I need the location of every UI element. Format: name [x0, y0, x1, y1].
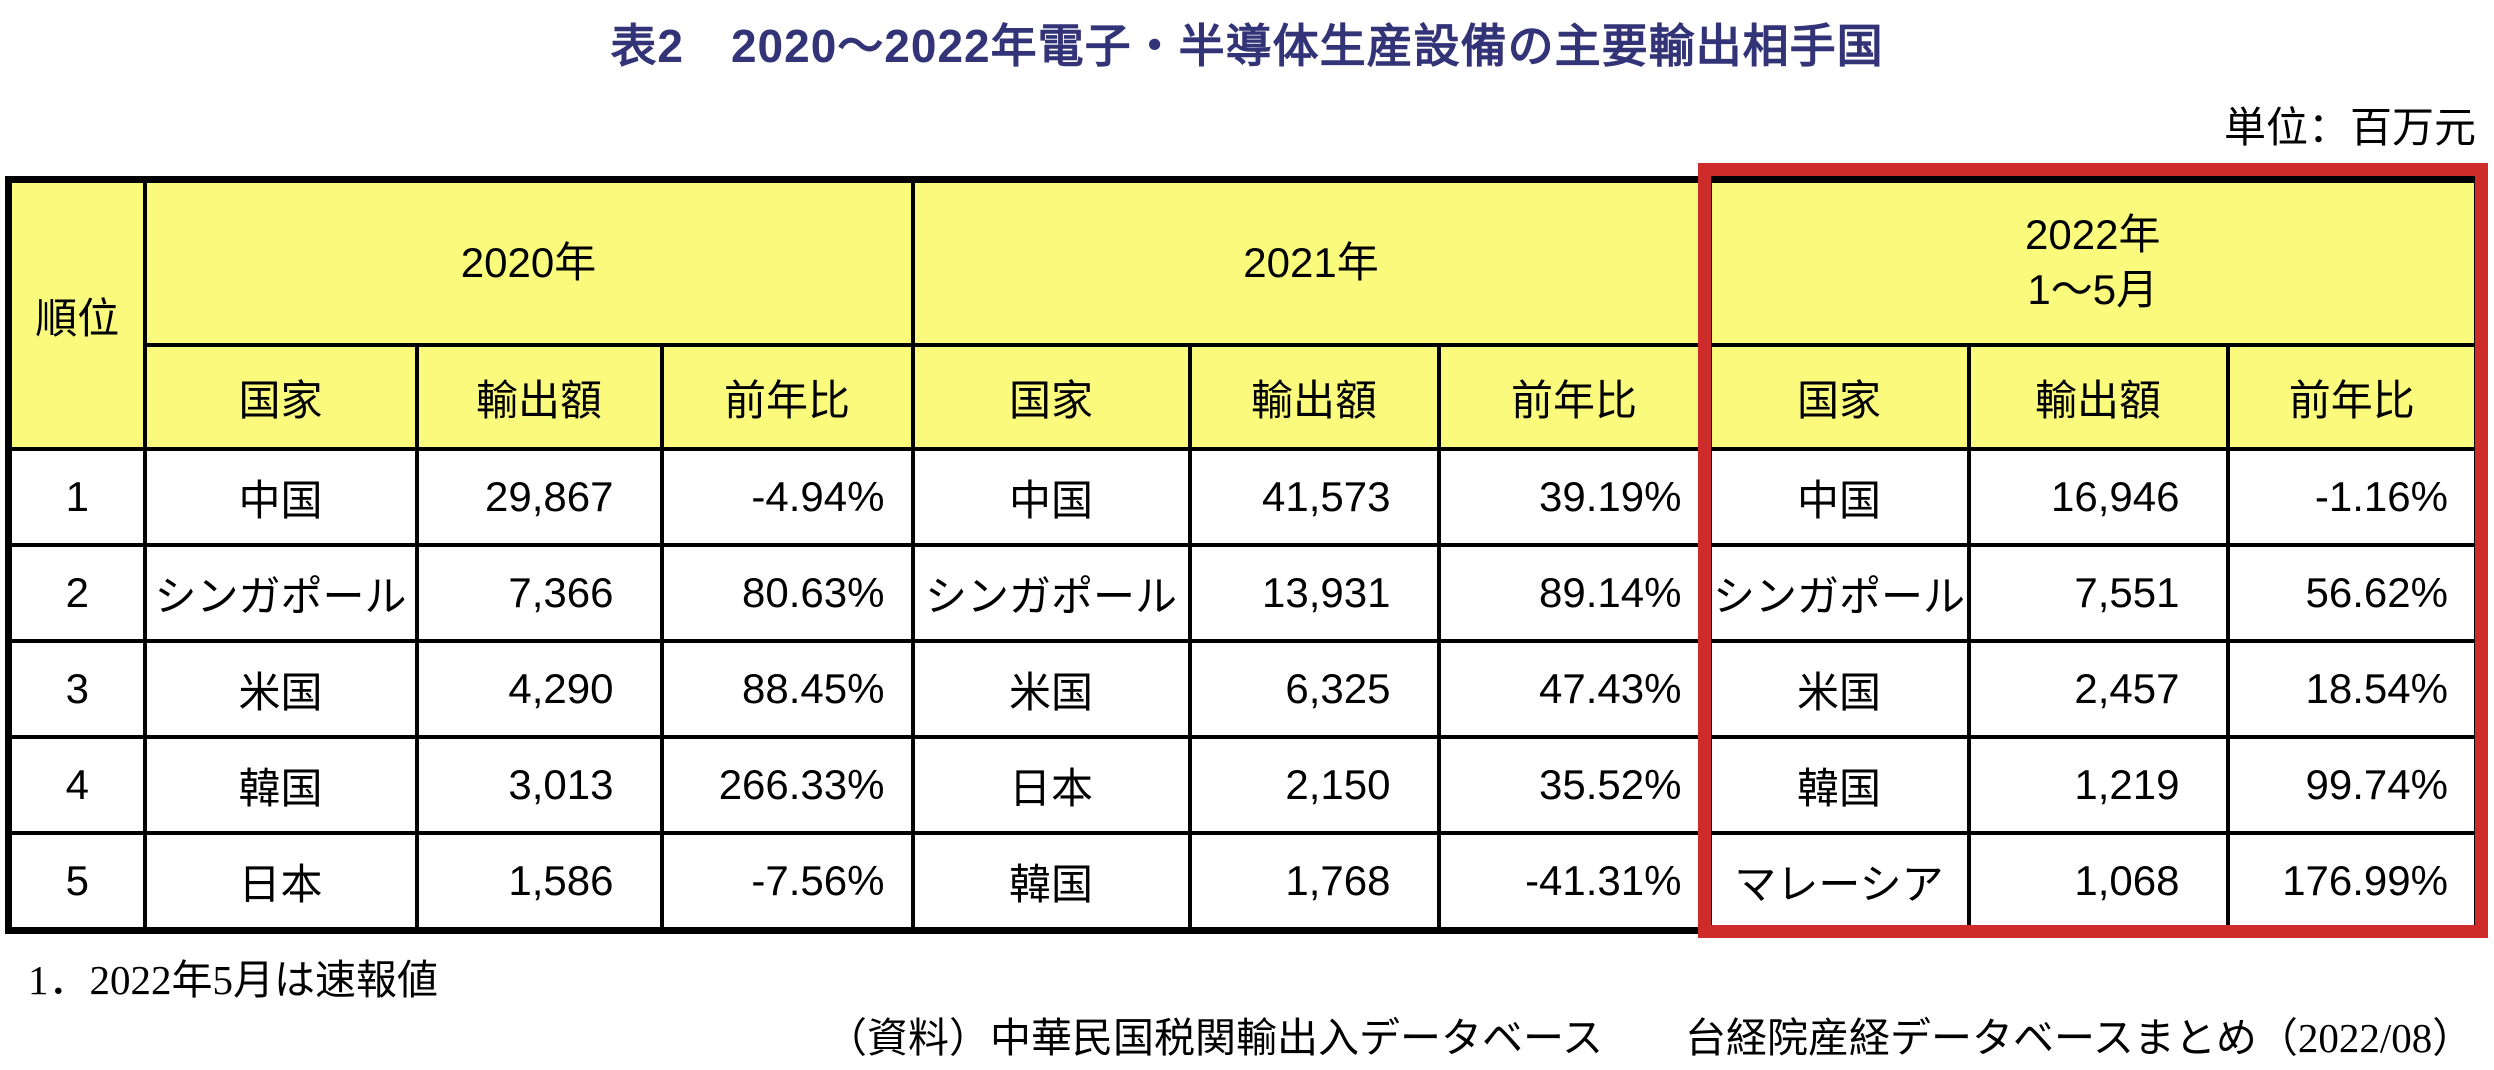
table-row-rank5: 5 日本 1,586 -7.56% 韓国 1,768 -41.31% マレーシア… [6, 831, 2480, 933]
table-row-rank2: 2 シンガポール 7,366 80.63% シンガポール 13,931 89.1… [6, 543, 2480, 643]
source-note: （資料）中華民国税関輸出入データベース 台経院産経データベースまとめ（2022/… [826, 1015, 2474, 1061]
cell-yoy: -41.31% [1436, 831, 1712, 933]
year-label: 2020年 [460, 238, 597, 286]
cell-amount: 1,068 [1966, 831, 2230, 933]
cell-country: 米国 [1707, 639, 1971, 739]
year-label: 2022年 [2025, 211, 2161, 259]
cell-country: 米国 [910, 639, 1192, 739]
cell-country: 中国 [910, 447, 1192, 547]
year-header-2021: 2021年 [910, 177, 1712, 347]
cell-amount: 1,768 [1187, 831, 1441, 933]
cell-country: 米国 [142, 639, 419, 739]
cell-country: 韓国 [142, 735, 419, 835]
footnote: 1．2022年5月は速報値 [28, 957, 438, 1003]
cell-country: マレーシア [1707, 831, 1971, 933]
cell-country: 韓国 [910, 831, 1192, 933]
cell-rank: 1 [6, 447, 147, 547]
unit-note: 単位：百万元 [2223, 106, 2476, 152]
cell-yoy: 176.99% [2225, 831, 2480, 933]
subheader-2020-yoy: 前年比 [659, 343, 915, 451]
year-sublabel: 1～5月 [2027, 266, 2159, 313]
cell-yoy: 80.63% [659, 543, 915, 643]
cell-country: シンガポール [1707, 543, 1971, 643]
cell-amount: 3,013 [414, 735, 664, 835]
cell-country: 中国 [1707, 447, 1971, 547]
cell-yoy: 99.74% [2225, 735, 2480, 835]
cell-amount: 1,219 [1966, 735, 2230, 835]
subheader-2021-country: 国家 [910, 343, 1192, 451]
cell-country: 日本 [910, 735, 1192, 835]
table-row-rank3: 3 米国 4,290 88.45% 米国 6,325 47.43% 米国 2,4… [6, 639, 2480, 739]
cell-amount: 6,325 [1187, 639, 1441, 739]
cell-country: 日本 [142, 831, 419, 933]
year-header-row: 順位 2020年 2021年 2022年 1～5月 [6, 177, 2480, 451]
cell-country: 韓国 [1707, 735, 1971, 835]
cell-rank: 4 [6, 735, 147, 835]
cell-amount: 7,366 [414, 543, 664, 643]
cell-rank: 3 [6, 639, 147, 739]
cell-amount: 2,457 [1966, 639, 2230, 739]
cell-country: シンガポール [910, 543, 1192, 643]
year-header-2022: 2022年 1～5月 [1707, 177, 2480, 347]
cell-amount: 2,150 [1187, 735, 1441, 835]
cell-amount: 1,586 [414, 831, 664, 933]
cell-rank: 2 [6, 543, 147, 643]
cell-yoy: 56.62% [2225, 543, 2480, 643]
cell-amount: 16,946 [1966, 447, 2230, 547]
cell-yoy: 18.54% [2225, 639, 2480, 739]
cell-yoy: 47.43% [1436, 639, 1712, 739]
cell-country: 中国 [142, 447, 419, 547]
cell-yoy: 39.19% [1436, 447, 1712, 547]
table-row-rank4: 4 韓国 3,013 266.33% 日本 2,150 35.52% 韓国 1,… [6, 735, 2480, 835]
cell-yoy: 266.33% [659, 735, 915, 835]
cell-yoy: -1.16% [2225, 447, 2480, 547]
rank-header: 順位 [6, 177, 147, 451]
cell-amount: 29,867 [414, 447, 664, 547]
export-destinations-table: 順位 2020年 2021年 2022年 1～5月 国家 輸出額 前年比 国家 … [5, 176, 2481, 934]
subheader-2022-amount: 輸出額 [1966, 343, 2230, 451]
cell-yoy: 89.14% [1436, 543, 1712, 643]
cell-amount: 41,573 [1187, 447, 1441, 547]
cell-yoy: -4.94% [659, 447, 915, 547]
table-row-rank1: 1 中国 29,867 -4.94% 中国 41,573 39.19% 中国 1… [6, 447, 2480, 547]
subheader-2021-amount: 輸出額 [1187, 343, 1441, 451]
cell-rank: 5 [6, 831, 147, 933]
cell-country: シンガポール [142, 543, 419, 643]
subheader-2020-country: 国家 [142, 343, 419, 451]
subheader-row: 国家 輸出額 前年比 国家 輸出額 前年比 国家 輸出額 前年比 [9, 343, 2480, 451]
cell-amount: 4,290 [414, 639, 664, 739]
cell-yoy: 88.45% [659, 639, 915, 739]
subheader-2021-yoy: 前年比 [1436, 343, 1712, 451]
year-label: 2021年 [1243, 238, 1379, 286]
subheader-2022-yoy: 前年比 [2225, 343, 2480, 451]
subheader-2020-amount: 輸出額 [414, 343, 664, 451]
cell-amount: 13,931 [1187, 543, 1441, 643]
year-header-2020: 2020年 [142, 177, 915, 347]
cell-yoy: -7.56% [659, 831, 915, 933]
subheader-2022-country: 国家 [1707, 343, 1971, 451]
cell-amount: 7,551 [1966, 543, 2230, 643]
cell-yoy: 35.52% [1436, 735, 1712, 835]
page-title: 表2 2020～2022年電子・半導体生産設備の主要輸出相手国 [610, 20, 1884, 72]
